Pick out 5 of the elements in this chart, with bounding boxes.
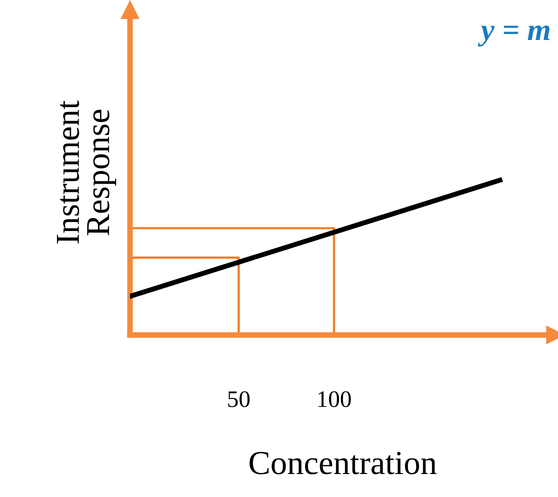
x-axis-title: Concentration [250,452,437,474]
text: y = m [478,26,550,47]
x-tick-label: 100 [318,391,351,408]
x-tick-label: 50 [228,391,250,408]
y-axis-title: Instrument Response [56,100,116,244]
